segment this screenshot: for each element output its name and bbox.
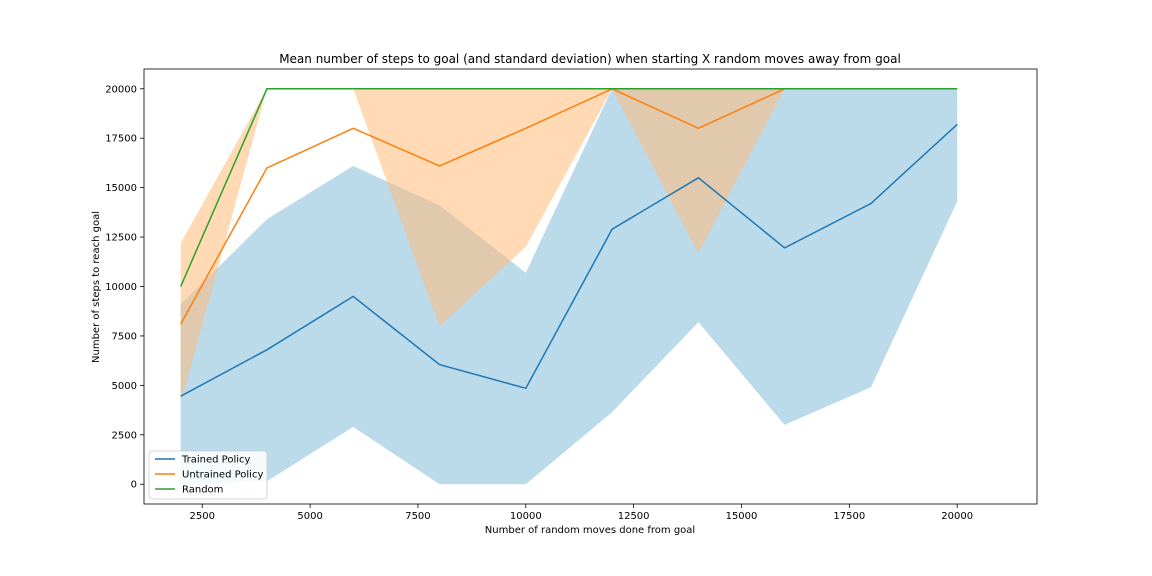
x-tick-label: 15000 <box>726 511 758 522</box>
x-tick-label: 5000 <box>297 511 322 522</box>
legend: Trained Policy Untrained Policy Random <box>148 450 268 500</box>
std-band-trained-policy <box>180 88 958 485</box>
x-axis-label: Number of random moves done from goal <box>485 525 695 536</box>
y-tick-label: 12500 <box>105 233 137 244</box>
x-tick-label: 7500 <box>405 511 430 522</box>
x-tick-label: 12500 <box>618 511 650 522</box>
series-line-random <box>180 88 958 287</box>
y-axis: 0 2500 5000 7500 10000 12500 15000 17500 20000 <box>105 84 144 491</box>
y-tick-label: 17500 <box>105 134 137 145</box>
y-axis-label: Number of steps to reach goal <box>91 211 102 363</box>
y-tick-label: 0 <box>131 480 137 491</box>
y-tick-label: 7500 <box>112 331 137 342</box>
plot-area <box>143 68 1038 505</box>
y-tick-label: 15000 <box>105 183 137 194</box>
y-tick-label: 10000 <box>105 282 137 293</box>
legend-label: Trained Policy <box>181 455 251 466</box>
x-tick-label: 20000 <box>941 511 973 522</box>
x-tick-label: 2500 <box>190 511 215 522</box>
legend-label: Random <box>182 485 223 496</box>
y-tick-label: 2500 <box>112 430 137 441</box>
x-axis: 2500 5000 7500 10000 12500 15000 17500 20000 <box>190 504 973 522</box>
std-band-untrained-policy <box>180 88 958 404</box>
legend-box <box>148 450 268 500</box>
series-line-trained-policy <box>180 123 958 397</box>
legend-label: Untrained Policy <box>182 470 263 481</box>
x-tick-label: 10000 <box>510 511 542 522</box>
y-tick-label: 20000 <box>105 84 137 95</box>
x-tick-label: 17500 <box>833 511 865 522</box>
chart-title: Mean number of steps to goal (and standa… <box>279 52 901 66</box>
y-tick-label: 5000 <box>112 381 137 392</box>
